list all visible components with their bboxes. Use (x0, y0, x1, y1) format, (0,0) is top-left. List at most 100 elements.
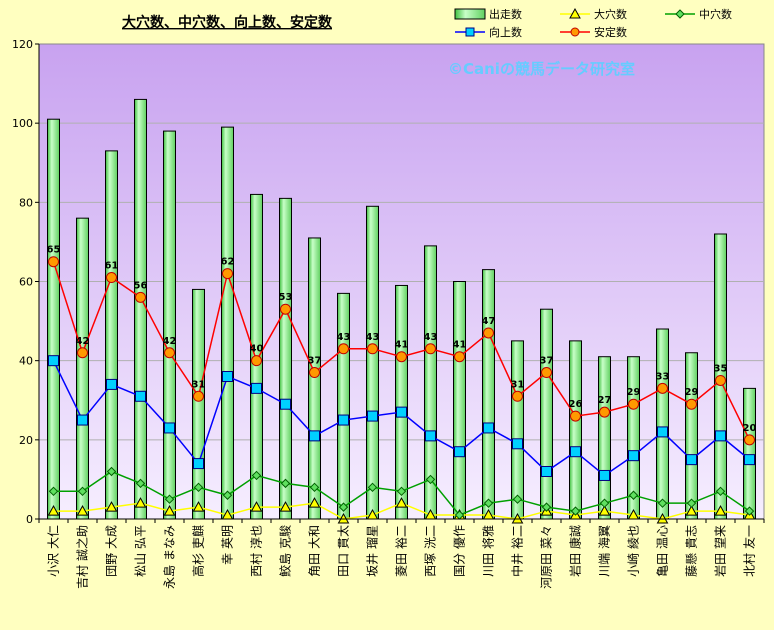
point-向上数 (338, 414, 349, 426)
x-tick-label: 高杉 吏麒 (191, 525, 206, 577)
x-tick-label: 小崎 綾也 (626, 525, 641, 577)
y-tick-label: 20 (19, 434, 33, 447)
x-tick-label: 松山 弘平 (134, 525, 148, 577)
legend-label: 大穴数 (594, 7, 627, 21)
data-label-安定数: 37 (308, 356, 322, 367)
point-安定数 (338, 343, 349, 355)
point-大穴数 (395, 497, 408, 508)
x-tick-label: 川端 海翼 (597, 525, 612, 577)
bar-出走数 (540, 308, 553, 520)
point-向上数 (483, 422, 494, 434)
data-label-安定数: 53 (279, 292, 293, 303)
point-安定数 (77, 347, 88, 359)
data-label-安定数: 43 (366, 332, 380, 343)
point-向上数 (512, 438, 523, 450)
point-安定数 (541, 367, 552, 379)
legend-label: 安定数 (594, 25, 627, 39)
x-tick-label: 中井 裕二 (510, 525, 525, 577)
point-安定数 (309, 367, 320, 379)
data-label-安定数: 42 (76, 336, 90, 347)
data-label-安定数: 31 (192, 379, 206, 390)
bar-出走数 (569, 340, 582, 520)
point-大穴数 (192, 501, 205, 512)
point-安定数 (512, 390, 523, 402)
bar-出走数 (482, 269, 495, 520)
x-tick-label: 川田 将雅 (481, 525, 496, 577)
data-label-安定数: 40 (250, 344, 264, 355)
x-tick-label: 西塚 洸二 (424, 525, 438, 577)
point-大穴数 (279, 501, 292, 512)
x-tick-label: 小沢 大仁 (47, 525, 61, 577)
legend-label: 向上数 (489, 25, 522, 39)
point-向上数 (628, 450, 639, 462)
point-大穴数 (76, 505, 89, 516)
legend-label: 中穴数 (699, 7, 732, 21)
point-中穴数 (483, 498, 494, 508)
point-安定数 (744, 434, 755, 446)
x-tick-label: 団野 大成 (105, 525, 119, 577)
bar-出走数 (743, 387, 756, 520)
bar-出走数 (656, 328, 669, 520)
data-label-安定数: 43 (337, 332, 351, 343)
data-label-安定数: 26 (569, 399, 583, 410)
point-大穴数 (105, 501, 118, 512)
point-中穴数 (48, 486, 59, 496)
x-tick-label: 坂井 瑠星 (366, 525, 380, 577)
data-label-安定数: 33 (656, 371, 670, 382)
legend-item-出走数: 出走数 (454, 7, 522, 21)
point-中穴数 (425, 474, 436, 485)
data-label-安定数: 65 (47, 245, 61, 256)
bar-出走数 (163, 130, 176, 520)
bar-出走数 (337, 292, 350, 520)
x-tick-label: 西村 淳也 (249, 525, 264, 577)
point-向上数 (657, 426, 668, 438)
watermark-text: ©Caniの競馬データ研究室 (448, 60, 635, 78)
point-向上数 (686, 454, 697, 466)
bar-series (47, 98, 756, 520)
x-tick-label: 河原田 菜々 (540, 525, 554, 589)
point-向上数 (744, 454, 755, 466)
point-中穴数 (193, 482, 204, 493)
data-label-安定数: 41 (453, 340, 467, 351)
data-label-安定数: 42 (163, 336, 177, 347)
point-安定数 (657, 382, 668, 394)
point-大穴数 (685, 505, 698, 516)
point-中穴数 (512, 494, 523, 504)
x-tick-label: 北村 友一 (743, 525, 757, 577)
point-安定数 (628, 398, 639, 410)
x-tick-label: 吉村 誠之助 (76, 525, 90, 589)
point-中穴数 (367, 482, 378, 493)
point-向上数 (48, 355, 59, 367)
bar-出走数 (685, 352, 698, 520)
point-向上数 (135, 390, 146, 402)
y-tick-label: 40 (19, 355, 33, 368)
data-label-安定数: 61 (105, 261, 119, 272)
chart-title: 大穴数、中穴数、向上数、安定数 (122, 14, 333, 31)
point-向上数 (367, 410, 378, 422)
x-tick-label: 幸 英明 (221, 525, 235, 565)
data-label-安定数: 62 (221, 257, 235, 268)
point-大穴数 (308, 497, 321, 508)
bar-出走数 (221, 126, 234, 520)
data-label-安定数: 41 (395, 340, 409, 351)
point-向上数 (396, 406, 407, 418)
point-安定数 (715, 374, 726, 386)
bar-出走数 (511, 340, 524, 520)
bar-出走数 (76, 217, 89, 520)
data-label-安定数: 29 (685, 387, 699, 398)
point-安定数 (222, 268, 233, 280)
point-中穴数 (251, 470, 262, 481)
point-安定数 (367, 343, 378, 355)
point-安定数 (106, 272, 117, 284)
data-label-安定数: 35 (714, 363, 728, 374)
data-labels: 65 42 61 56 42 31 62 40 53 37 43 43 41 43 41 47 31 37 26 27… (47, 245, 757, 434)
point-中穴数 (309, 482, 320, 493)
point-大穴数 (163, 505, 176, 516)
point-安定数 (570, 410, 581, 422)
data-label-安定数: 27 (598, 395, 612, 406)
point-中穴数 (280, 478, 291, 489)
point-中穴数 (222, 490, 233, 500)
point-安定数 (686, 398, 697, 410)
point-大穴数 (598, 505, 611, 516)
point-安定数 (280, 303, 291, 315)
